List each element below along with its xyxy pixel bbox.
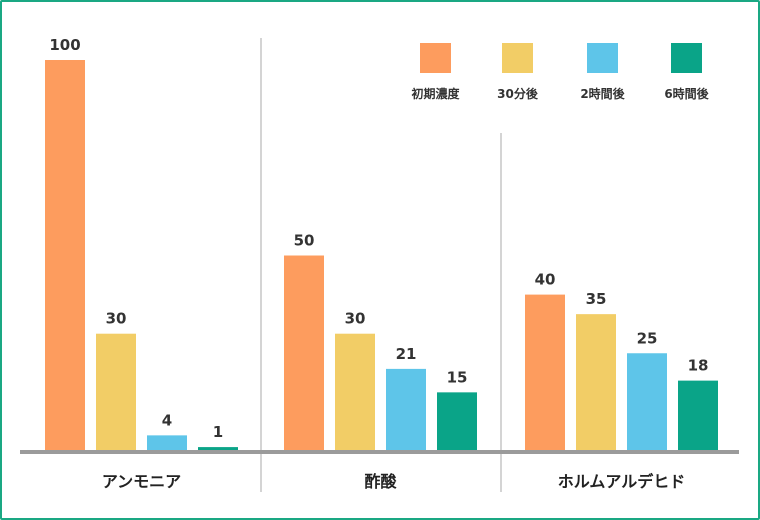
bar-1-3 — [147, 435, 187, 451]
bar-3-2 — [576, 314, 616, 451]
value-label-1-1: 100 — [49, 36, 80, 54]
category-label-2: 酢酸 — [364, 472, 397, 491]
value-label-2-3: 21 — [396, 345, 417, 363]
bar-1-2 — [96, 333, 136, 451]
value-label-3-2: 35 — [586, 290, 607, 308]
value-label-1-3: 4 — [162, 411, 172, 429]
bar-3-3 — [627, 353, 667, 451]
value-label-3-4: 18 — [688, 357, 709, 375]
value-label-1-4: 1 — [213, 423, 223, 441]
bar-2-1 — [284, 255, 324, 451]
bar-3-4 — [678, 380, 718, 451]
value-label-2-4: 15 — [447, 368, 468, 386]
legend-label-4: 6時間後 — [664, 86, 709, 101]
value-label-3-1: 40 — [535, 271, 556, 289]
bar-2-3 — [386, 368, 426, 451]
bar-2-2 — [335, 333, 375, 451]
bar-2-4 — [437, 392, 477, 451]
legend-label-3: 2時間後 — [580, 86, 625, 101]
legend-swatch-1 — [420, 43, 451, 73]
value-label-2-1: 50 — [294, 232, 315, 250]
legend-label-1: 初期濃度 — [411, 86, 460, 101]
value-label-2-2: 30 — [345, 310, 366, 328]
value-label-1-2: 30 — [106, 310, 127, 328]
legend-swatch-2 — [502, 43, 533, 73]
legend-swatch-4 — [671, 43, 702, 73]
legend-swatch-3 — [587, 43, 618, 73]
value-label-3-3: 25 — [637, 329, 658, 347]
category-label-3: ホルムアルデヒド — [558, 472, 686, 491]
category-label-1: アンモニア — [102, 472, 181, 491]
legend-label-2: 30分後 — [497, 86, 539, 101]
bar-1-4 — [198, 447, 238, 451]
bar-1-1 — [45, 60, 85, 451]
x-axis-baseline — [20, 450, 739, 454]
bar-3-1 — [525, 294, 565, 451]
